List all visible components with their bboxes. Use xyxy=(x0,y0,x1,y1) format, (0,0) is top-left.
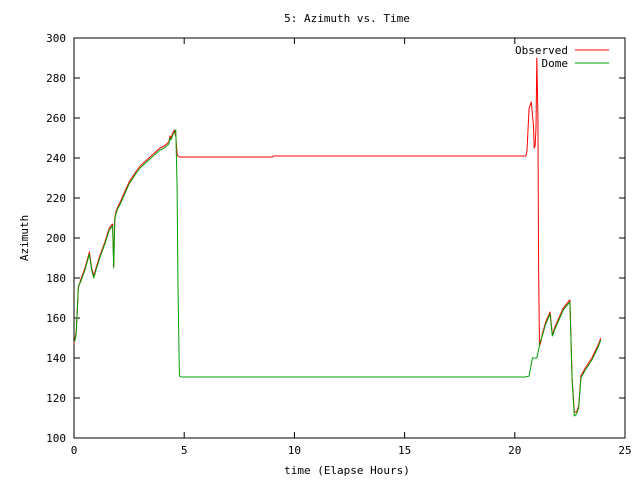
y-tick-label: 220 xyxy=(46,192,66,205)
chart-title: 5: Azimuth vs. Time xyxy=(284,12,410,25)
series-line-observed xyxy=(73,57,602,413)
axis-tick-labels: 100 120 140 160 180 200 220 240 260 280 300 0 5 10 15 2… xyxy=(46,32,632,457)
legend-label-dome: Dome xyxy=(542,57,569,70)
y-tick-label: 180 xyxy=(46,272,66,285)
y-tick-label: 140 xyxy=(46,352,66,365)
x-tick-label: 0 xyxy=(71,444,78,457)
y-tick-label: 300 xyxy=(46,32,66,45)
plot-frame xyxy=(73,37,626,439)
y-axis-label: Azimuth xyxy=(18,215,31,261)
x-tick-label: 10 xyxy=(288,444,301,457)
series-lines xyxy=(73,57,602,417)
x-tick-label: 25 xyxy=(618,444,631,457)
x-tick-label: 5 xyxy=(181,444,188,457)
x-tick-label: 15 xyxy=(398,444,411,457)
y-tick-label: 200 xyxy=(46,232,66,245)
y-tick-label: 160 xyxy=(46,312,66,325)
axis-ticks xyxy=(73,37,626,439)
y-tick-label: 280 xyxy=(46,72,66,85)
y-tick-label: 260 xyxy=(46,112,66,125)
y-tick-label: 240 xyxy=(46,152,66,165)
y-tick-label: 100 xyxy=(46,432,66,445)
series-line-dome xyxy=(73,129,602,417)
x-tick-label: 20 xyxy=(508,444,521,457)
y-tick-label: 120 xyxy=(46,392,66,405)
x-axis-label: time (Elapse Hours) xyxy=(284,464,410,477)
legend-label-observed: Observed xyxy=(515,44,568,57)
